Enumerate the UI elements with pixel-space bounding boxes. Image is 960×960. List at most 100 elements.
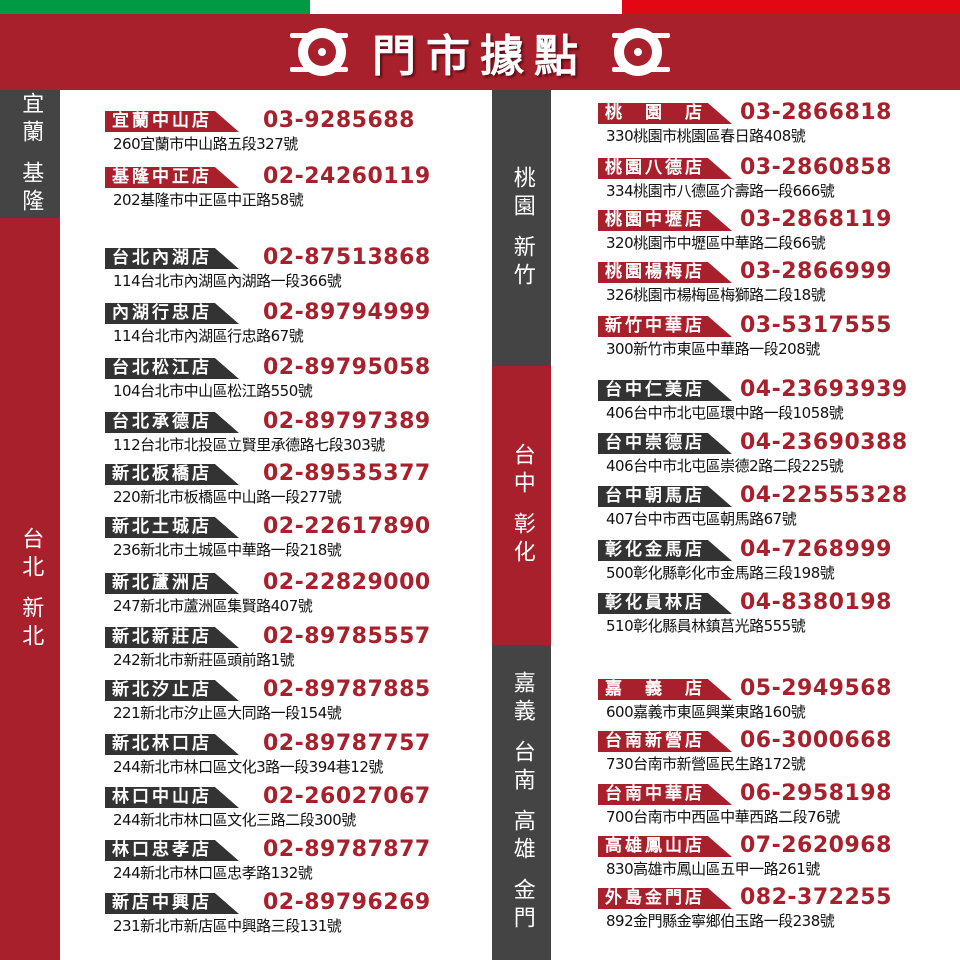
store-entry: 新北新莊店 02-89785557 242新北市新莊區頭前路1號 [105, 624, 445, 670]
store-name-tag: 桃園中壢店 [598, 210, 732, 231]
store-entry: 新竹中華店 03-5317555 300新竹市東區中華路一段208號 [598, 313, 938, 359]
store-entry: 基隆中正店 02-24260119 202基隆市中正區中正路58號 [105, 164, 445, 210]
store-address: 700台南市中西區中華西路二段76號 [606, 808, 840, 826]
store-phone[interactable]: 03-2860858 [740, 155, 892, 180]
store-entry: 台中朝馬店 04-22555328 407台中市西屯區朝馬路67號 [598, 483, 938, 529]
store-entry: 新店中興店 02-89796269 231新北市新店區中興路三段131號 [105, 890, 445, 936]
store-address: 330桃園市桃園區春日路408號 [606, 127, 806, 145]
store-phone[interactable]: 02-89794999 [263, 300, 431, 325]
store-address: 244新北市林口區文化三路二段300號 [113, 811, 356, 829]
store-entry: 外島金門店 082-372255 892金門縣金寧鄉伯玉路一段238號 [598, 885, 938, 931]
store-phone[interactable]: 02-24260119 [263, 164, 431, 189]
store-name-tag: 台中仁美店 [598, 380, 732, 401]
store-entry: 桃園八德店 03-2860858 334桃園市八德區介壽路一段666號 [598, 155, 938, 201]
store-entry: 台中仁美店 04-23693939 406台中市北屯區環中路一段1058號 [598, 377, 938, 423]
store-phone[interactable]: 06-3000668 [740, 728, 892, 753]
store-entry: 台南新營店 06-3000668 730台南市新營區民生路172號 [598, 728, 938, 774]
store-phone[interactable]: 02-22617890 [263, 514, 431, 539]
store-entry: 宜蘭中山店 03-9285688 260宜蘭市中山路五段327號 [105, 108, 445, 154]
store-name-tag: 新店中興店 [105, 893, 239, 914]
store-phone[interactable]: 03-2868119 [740, 207, 892, 232]
store-name-tag: 新北汐止店 [105, 680, 239, 701]
store-address: 730台南市新營區民生路172號 [606, 755, 806, 773]
store-name-tag: 台南新營店 [598, 731, 732, 752]
store-address: 260宜蘭市中山路五段327號 [113, 135, 298, 153]
tire-icon [612, 28, 670, 76]
store-address: 221新北市汐止區大同路一段154號 [113, 704, 342, 722]
store-address: 334桃園市八德區介壽路一段666號 [606, 182, 835, 200]
store-phone[interactable]: 02-89795058 [263, 355, 431, 380]
store-address: 244新北市林口區忠孝路132號 [113, 864, 313, 882]
store-entry: 高雄鳳山店 07-2620968 830高雄市鳳山區五甲一路261號 [598, 833, 938, 879]
store-entry: 桃園中壢店 03-2868119 320桃園市中壢區中華路二段66號 [598, 207, 938, 253]
store-name-tag: 林口忠孝店 [105, 840, 239, 861]
store-entry: 內湖行忠店 02-89794999 114台北市內湖區行忠路67號 [105, 300, 445, 346]
store-phone[interactable]: 02-87513868 [263, 245, 431, 270]
store-phone[interactable]: 02-89535377 [263, 461, 431, 486]
store-name-tag: 新竹中華店 [598, 316, 732, 337]
store-name-tag: 新北板橋店 [105, 464, 239, 485]
store-phone[interactable]: 02-89796269 [263, 890, 431, 915]
store-entry: 新北蘆洲店 02-22829000 247新北市蘆洲區集賢路407號 [105, 570, 445, 616]
store-name-tag: 外島金門店 [598, 888, 732, 909]
store-entry: 桃園楊梅店 03-2866999 326桃園市楊梅區梅獅路二段18號 [598, 259, 938, 305]
region-label: 宜蘭 基隆 [0, 90, 60, 218]
store-phone[interactable]: 03-2866818 [740, 100, 892, 125]
store-phone[interactable]: 02-89787757 [263, 731, 431, 756]
store-phone[interactable]: 04-23690388 [740, 430, 908, 455]
store-entry: 新北土城店 02-22617890 236新北市土城區中華路一段218號 [105, 514, 445, 560]
store-phone[interactable]: 03-5317555 [740, 313, 892, 338]
store-entry: 林口忠孝店 02-89787877 244新北市林口區忠孝路132號 [105, 837, 445, 883]
store-address: 202基隆市中正區中正路58號 [113, 191, 304, 209]
store-phone[interactable]: 02-89785557 [263, 624, 431, 649]
store-phone[interactable]: 03-2866999 [740, 259, 892, 284]
tire-icon [290, 28, 348, 76]
page-title: 門市據點 [372, 31, 588, 82]
store-phone[interactable]: 07-2620968 [740, 833, 892, 858]
store-phone[interactable]: 082-372255 [740, 885, 892, 910]
store-phone[interactable]: 04-7268999 [740, 537, 892, 562]
store-phone[interactable]: 04-8380198 [740, 590, 892, 615]
store-entry: 台北承德店 02-89797389 112台北市北投區立賢里承德路七段303號 [105, 409, 445, 455]
store-entry: 台北內湖店 02-87513868 114台北市內湖區內湖路一段366號 [105, 245, 445, 291]
store-entry: 新北汐止店 02-89787885 221新北市汐止區大同路一段154號 [105, 677, 445, 723]
store-name-tag: 台南中華店 [598, 784, 732, 805]
store-entry: 新北板橋店 02-89535377 220新北市板橋區中山路一段277號 [105, 461, 445, 507]
store-address: 220新北市板橋區中山路一段277號 [113, 488, 342, 506]
store-phone[interactable]: 06-2958198 [740, 781, 892, 806]
store-phone[interactable]: 04-22555328 [740, 483, 908, 508]
store-phone[interactable]: 02-89787885 [263, 677, 431, 702]
store-address: 247新北市蘆洲區集賢路407號 [113, 597, 313, 615]
store-name-tag: 桃園楊梅店 [598, 262, 732, 283]
store-address: 326桃園市楊梅區梅獅路二段18號 [606, 286, 826, 304]
store-address: 114台北市內湖區內湖路一段366號 [113, 272, 342, 290]
store-entry: 彰化金馬店 04-7268999 500彰化縣彰化市金馬路三段198號 [598, 537, 938, 583]
store-name-tag: 桃園八德店 [598, 158, 732, 179]
store-phone[interactable]: 02-89797389 [263, 409, 431, 434]
store-phone[interactable]: 05-2949568 [740, 676, 892, 701]
store-address: 830高雄市鳳山區五甲一路261號 [606, 860, 820, 878]
store-phone[interactable]: 02-89787877 [263, 837, 431, 862]
store-name-tag: 台北承德店 [105, 412, 239, 433]
store-address: 114台北市內湖區行忠路67號 [113, 327, 304, 345]
store-name-tag: 台北松江店 [105, 358, 239, 379]
store-name-tag: 台中崇德店 [598, 433, 732, 454]
store-entry: 林口中山店 02-26027067 244新北市林口區文化三路二段300號 [105, 784, 445, 830]
store-name-tag: 桃 園 店 [598, 103, 732, 124]
store-name-tag: 彰化金馬店 [598, 540, 732, 561]
flag-stripe-white [310, 0, 622, 14]
store-phone[interactable]: 02-26027067 [263, 784, 431, 809]
store-address: 892金門縣金寧鄉伯玉路一段238號 [606, 912, 835, 930]
store-address: 320桃園市中壢區中華路二段66號 [606, 234, 826, 252]
store-phone[interactable]: 04-23693939 [740, 377, 908, 402]
store-name-tag: 彰化員林店 [598, 593, 732, 614]
flag-stripe-green [0, 0, 310, 14]
store-name-tag: 台北內湖店 [105, 248, 239, 269]
store-phone[interactable]: 03-9285688 [263, 108, 415, 133]
store-address: 510彰化縣員林鎮莒光路555號 [606, 617, 806, 635]
region-label: 桃園 新竹 [492, 90, 551, 366]
store-address: 244新北市林口區文化3路一段394巷12號 [113, 758, 383, 776]
store-name-tag: 嘉 義 店 [598, 679, 732, 700]
store-phone[interactable]: 02-22829000 [263, 570, 431, 595]
store-entry: 彰化員林店 04-8380198 510彰化縣員林鎮莒光路555號 [598, 590, 938, 636]
